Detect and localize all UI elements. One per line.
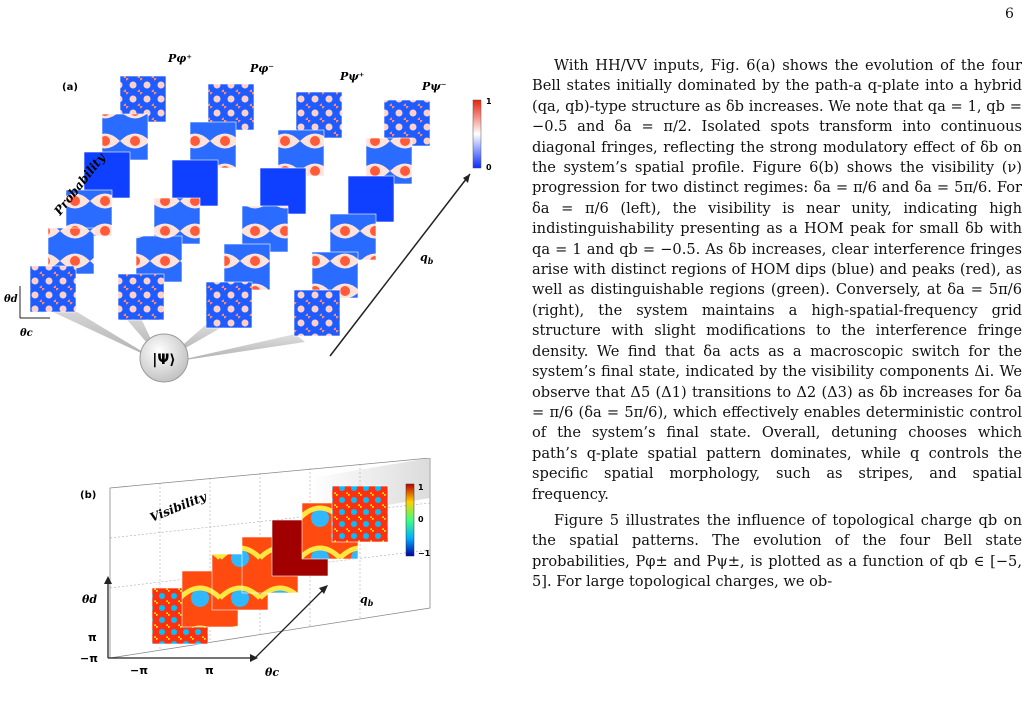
axis-theta-d-b: θd [82, 593, 97, 606]
col-label-phi-minus: Pφ⁻ [249, 62, 274, 75]
colorbar-max: 1 [486, 97, 492, 106]
state-label: |Ψ⟩ [152, 352, 175, 368]
axis-theta-c-b: θc [265, 666, 279, 679]
col-label-psi-plus: Pψ⁺ [339, 70, 365, 83]
x-tick-minus-pi: −π [130, 664, 148, 677]
paragraph-1: With HH/VV inputs, Fig. 6(a) shows the e… [532, 57, 1022, 503]
y-tick-minus-pi: −π [80, 652, 98, 665]
page-number: 6 [1005, 6, 1014, 22]
col-label-psi-minus: Pψ⁻ [421, 80, 447, 93]
panel-label-b: (b) [80, 490, 96, 501]
figure-a: |Ψ⟩ (a) Pφ⁺ Pφ⁻ Pψ⁺ Pψ⁻ 1 0 Probability … [4, 52, 492, 383]
colorbar-b-tick-m1: −1 [418, 549, 431, 558]
axis-qb-a: qb [420, 251, 434, 266]
probability-map-tile [117, 273, 165, 321]
col-label-phi-plus: Pφ⁺ [167, 52, 192, 65]
paragraph-2: Figure 5 illustrates the influence of to… [532, 511, 1022, 591]
colorbar-b-tick-1: 1 [418, 483, 424, 492]
colorbar-min: 0 [486, 163, 492, 172]
probability-map-tile [29, 265, 77, 313]
figure-b: 1 0 −1 (b) Visibility θd π −π −π π θc qb [80, 458, 431, 679]
y-tick-pi: π [88, 631, 97, 644]
probability-map-tile [205, 281, 253, 329]
colorbar-b-tick-0: 0 [418, 515, 424, 524]
probability-map-tile [293, 289, 341, 337]
panel-label-a: (a) [62, 82, 78, 93]
x-tick-pi: π [205, 664, 214, 677]
figure-area: |Ψ⟩ (a) Pφ⁺ Pφ⁻ Pψ⁺ Pψ⁻ 1 0 Probability … [4, 52, 492, 679]
visibility-map-tile [331, 485, 389, 543]
text-column: With HH/VV inputs, Fig. 6(a) shows the e… [532, 56, 1022, 593]
axis-theta-d-a: θd [4, 294, 18, 305]
axis-theta-c-a: θc [20, 328, 33, 339]
